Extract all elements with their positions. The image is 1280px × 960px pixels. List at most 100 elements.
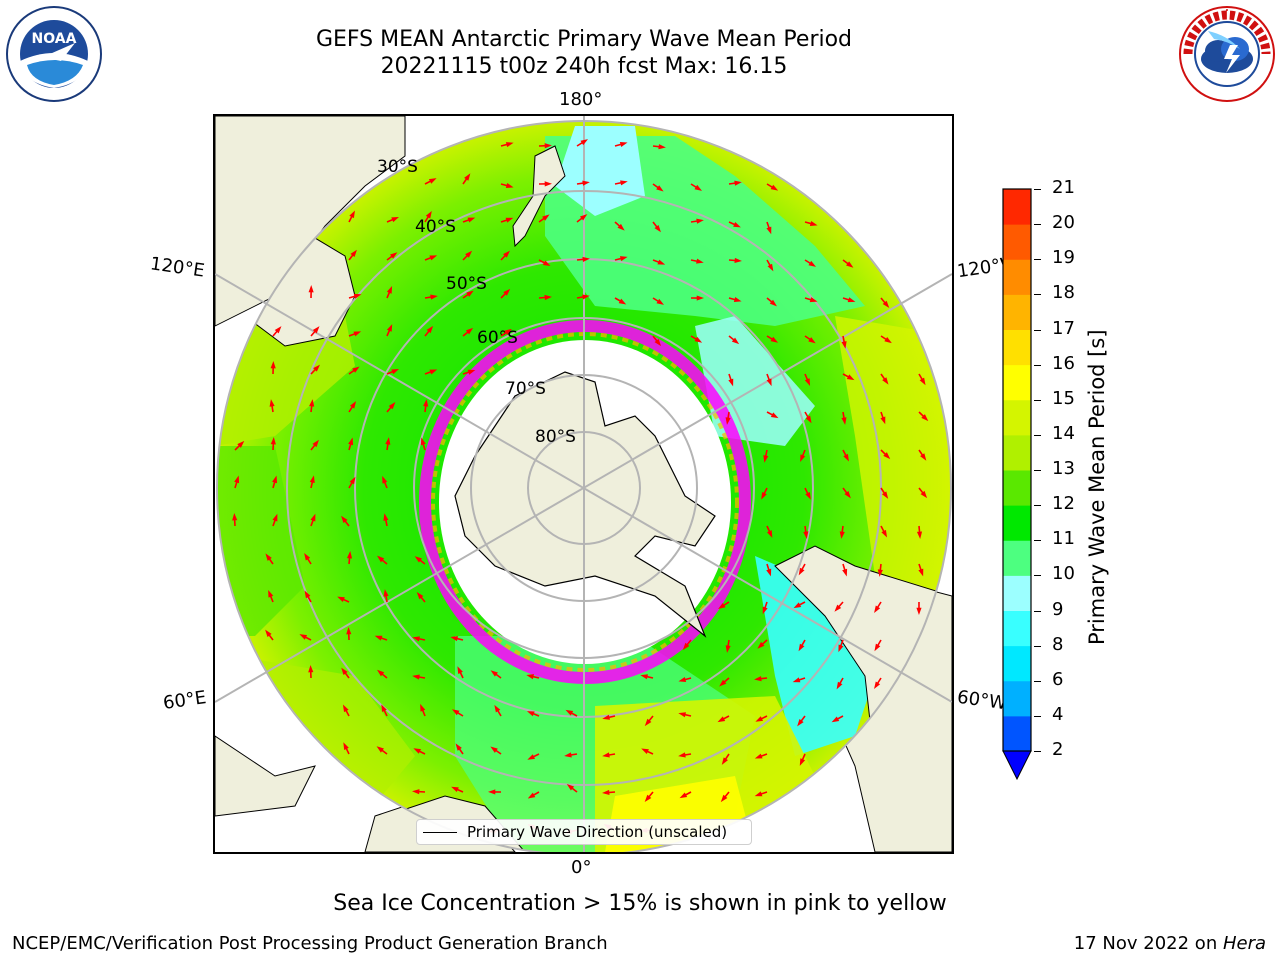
colorbar-tick-mark — [1034, 189, 1041, 190]
wave-arrow-head — [377, 555, 385, 563]
wave-arrow-head — [770, 412, 779, 419]
map-legend: Primary Wave Direction (unscaled) — [416, 819, 752, 845]
wave-arrow-head — [420, 703, 426, 712]
wave-arrow-head — [386, 286, 393, 294]
wave-arrow-head — [416, 591, 424, 600]
colorbar-tick-mark — [1034, 224, 1041, 226]
wave-arrow-head — [467, 217, 476, 223]
wave-arrow-head — [343, 742, 349, 750]
wave-arrow-head — [566, 783, 575, 791]
wave-arrow-head — [455, 743, 462, 751]
wave-arrow-head — [353, 331, 362, 337]
colorbar-tick-label: 21 — [1052, 177, 1075, 198]
wave-arrow-head — [490, 670, 498, 677]
colorbar-tick-mark — [1034, 364, 1041, 366]
wave-arrow-head — [382, 475, 388, 484]
colorbar-swatch — [1003, 224, 1031, 260]
wave-arrow-head — [725, 417, 731, 425]
lat-label-50s: 50°S — [446, 274, 487, 294]
wave-arrow-head — [265, 629, 272, 638]
wave-arrow-head — [734, 257, 742, 264]
colorbar-swatch — [1003, 329, 1031, 366]
wave-arrow-head — [526, 711, 535, 717]
wave-arrow-head — [564, 752, 572, 758]
colorbar-tick-mark — [1034, 575, 1041, 577]
colorbar-tick-mark — [1034, 329, 1041, 331]
wave-arrow-head — [309, 399, 315, 407]
colorbar-tick-label: 2 — [1052, 739, 1064, 760]
wave-arrow-head — [544, 181, 552, 187]
wave-arrow-head — [299, 634, 308, 640]
wave-arrow-head — [503, 250, 510, 258]
wave-arrow-head — [505, 183, 514, 188]
colorbar-swatch — [1003, 610, 1031, 647]
wave-arrow-head — [766, 226, 772, 235]
wave-arrow-head — [312, 326, 320, 334]
wave-arrow-head — [838, 644, 844, 653]
wave-arrow-head — [269, 399, 275, 407]
wave-arrow-head — [465, 250, 473, 258]
wave-arrow-head — [728, 378, 734, 387]
wave-arrow-head — [341, 515, 348, 524]
wave-arrow-head — [353, 293, 362, 299]
wave-arrow-head — [921, 414, 929, 422]
colorbar-tick-mark — [1034, 294, 1041, 296]
wave-arrow-head — [429, 369, 438, 375]
wave-arrow-head — [919, 377, 926, 386]
colorbar-tick-mark — [1034, 434, 1041, 436]
sea-ice-note: Sea Ice Concentration > 15% is shown in … — [333, 891, 947, 916]
wave-arrow-head — [916, 607, 922, 615]
colorbar-tick-label: 16 — [1052, 352, 1075, 374]
colorbar-outline — [1002, 188, 1032, 752]
wave-arrow-head — [381, 704, 387, 713]
colorbar-tick-label: 8 — [1052, 633, 1064, 655]
wave-arrow-head — [793, 602, 802, 609]
wave-arrow-head — [304, 590, 311, 599]
wave-arrow-head — [413, 748, 422, 754]
wave-arrow-head — [754, 753, 763, 759]
wave-arrow-head — [694, 336, 703, 343]
wave-arrow-head — [352, 366, 360, 373]
chart-title: GEFS MEAN Antarctic Primary Wave Mean Pe… — [315, 27, 853, 52]
wave-arrow-head — [881, 529, 888, 538]
legend-label: Primary Wave Direction (unscaled) — [467, 823, 728, 841]
colorbar-tick-label: 19 — [1052, 247, 1075, 269]
colorbar-tick-label: 11 — [1052, 528, 1075, 550]
wave-arrow-head — [237, 440, 245, 448]
wave-arrow-head — [800, 454, 806, 463]
wave-arrow-head — [831, 716, 840, 723]
lon-label-180: 180° — [559, 89, 603, 110]
wave-arrow-head — [754, 791, 763, 797]
wave-arrow-head — [385, 437, 391, 445]
wave-arrow-head — [720, 794, 728, 803]
colorbar-tick-label: 9 — [1052, 598, 1064, 620]
wave-arrow-head — [618, 298, 627, 305]
colorbar-swatch — [1003, 540, 1031, 576]
wave-arrow-head — [619, 256, 628, 262]
lon-label-120e: 120°E — [148, 253, 206, 282]
wave-arrow-head — [874, 605, 881, 614]
wave-arrow-head — [270, 437, 276, 445]
wave-arrow-head — [839, 531, 845, 539]
wave-arrow-head — [412, 674, 420, 680]
colorbar-tick-label: 14 — [1052, 422, 1075, 444]
wave-arrow-head — [770, 184, 779, 191]
wave-arrow-head — [542, 214, 550, 221]
wave-arrow-head — [542, 260, 551, 267]
wave-arrow-head — [644, 718, 652, 727]
wave-arrow-head — [376, 746, 384, 753]
colorbar-swatch — [1003, 505, 1031, 541]
wave-arrow-head — [391, 369, 400, 375]
colorbar-tick-mark — [1034, 505, 1041, 507]
wave-arrow-head — [836, 681, 843, 690]
colorbar-swatch — [1003, 259, 1031, 295]
wave-arrow-head — [766, 378, 772, 387]
wave-arrow-head — [265, 553, 272, 561]
wave-arrow-head — [877, 569, 883, 577]
wave-arrow-head — [678, 752, 686, 758]
colorbar-tick-label: 17 — [1052, 317, 1075, 339]
nws-logo — [1178, 5, 1276, 103]
wave-arrow-head — [310, 513, 316, 522]
wave-arrow-head — [883, 452, 891, 460]
wave-arrow-head — [696, 218, 704, 224]
